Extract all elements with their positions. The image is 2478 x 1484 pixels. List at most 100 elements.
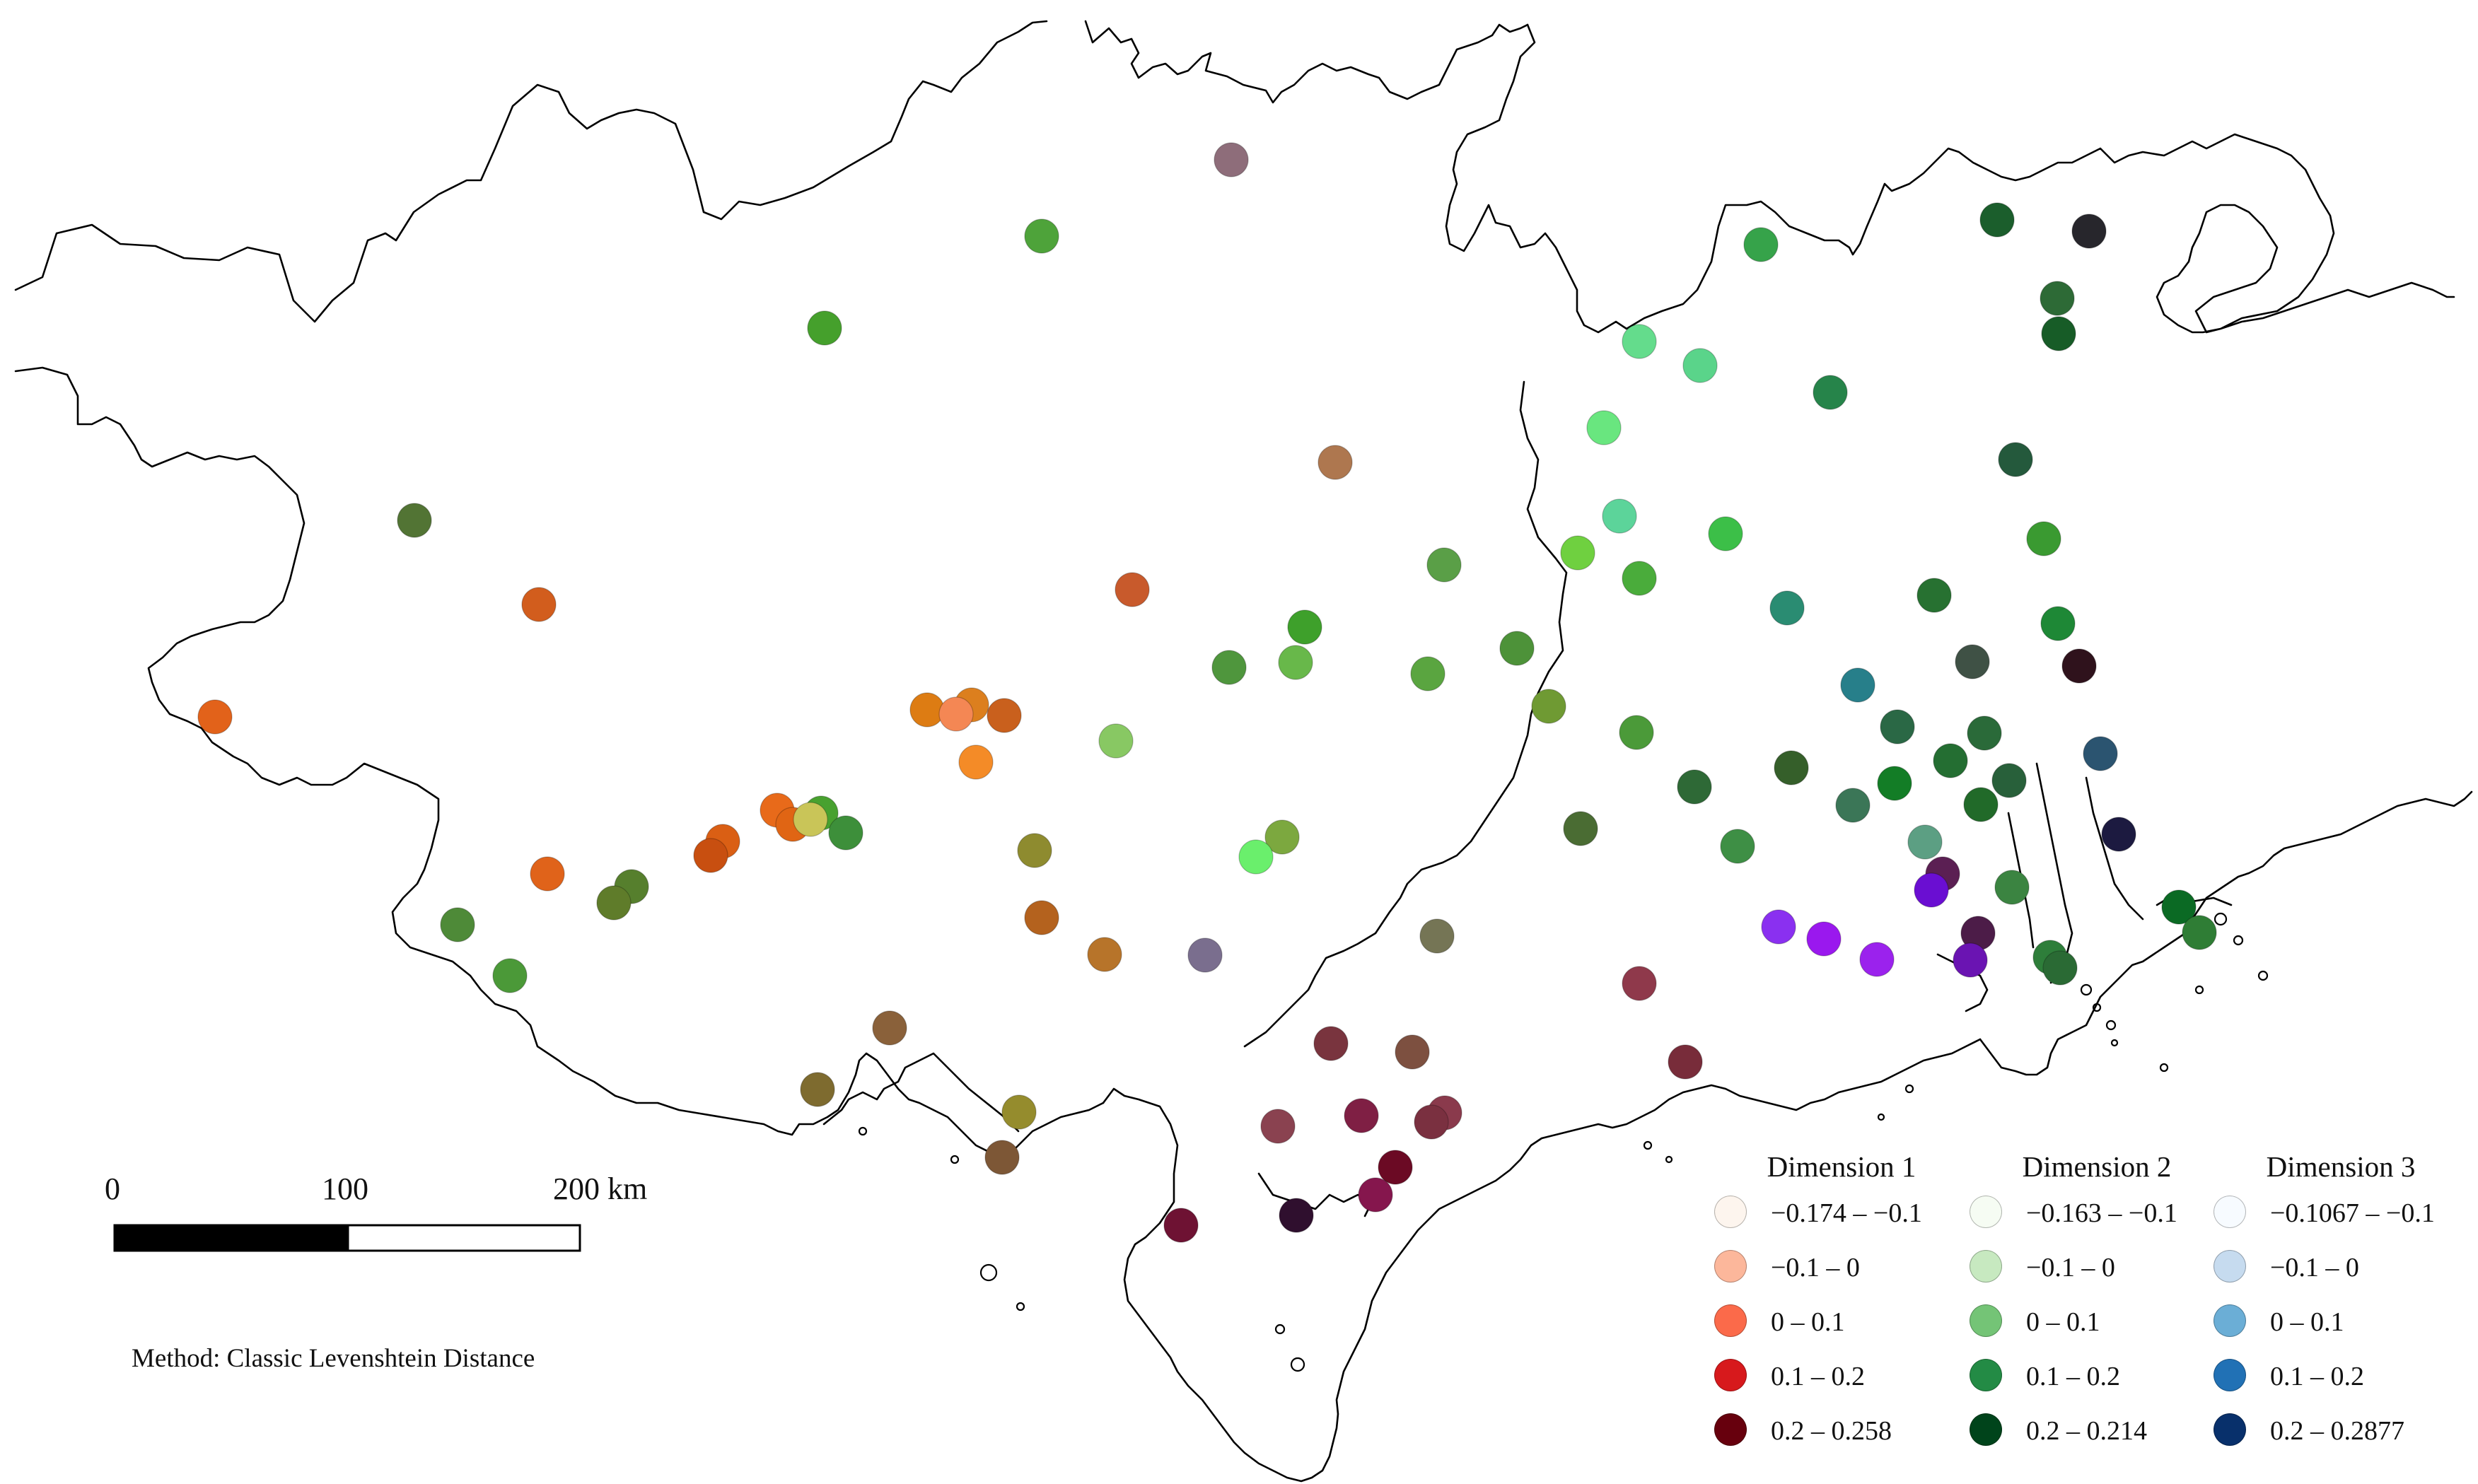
survey-site [1774,750,1809,785]
legend-entry: −0.1 – 0 [1714,1242,1969,1297]
legend-label: 0 – 0.1 [1771,1307,1845,1337]
survey-site [1211,650,1247,685]
survey-site [1264,819,1300,855]
survey-site [1963,787,1999,822]
legend-entry: −0.1 – 0 [1970,1242,2224,1297]
legend-label: −0.163 – −0.1 [2026,1198,2177,1228]
survey-site [2042,950,2078,986]
survey-site [1001,1094,1037,1130]
scale-tick-100: 100 [322,1172,368,1206]
survey-site [1410,656,1446,691]
survey-site [1499,631,1535,666]
survey-site [1395,1034,1430,1070]
legend-swatch [2214,1250,2246,1283]
legend-swatch [1970,1250,2002,1283]
survey-site [1720,829,1755,864]
legend-dimension-1: Dimension 1 −0.174 – −0.1 −0.1 – 0 0 – 0… [1714,1145,1969,1460]
survey-site [492,958,528,993]
survey-site [1087,937,1122,972]
legend-swatch [1714,1304,1747,1337]
survey-site [1531,689,1566,724]
survey-site [1933,743,1968,778]
survey-site [807,310,842,346]
survey-site [1098,723,1134,759]
legend-swatch [1970,1304,2002,1337]
survey-site [1743,227,1779,262]
survey-site [440,907,475,942]
legend-entry: 0 – 0.1 [2214,1297,2468,1351]
legend-entry: −0.174 – −0.1 [1714,1188,1969,1242]
scale-tick-0: 0 [105,1172,120,1206]
legend-swatch [2214,1304,2246,1337]
survey-site [1317,445,1353,480]
survey-site [909,692,945,728]
survey-site [1953,942,1988,978]
survey-site [987,698,1022,733]
survey-site-dots [197,142,2217,1243]
legend-label: 0.2 – 0.214 [2026,1416,2147,1446]
legend-entry: 0.1 – 0.2 [2214,1351,2468,1406]
survey-site [1761,909,1796,945]
survey-site [793,802,828,837]
legend-entry: 0.2 – 0.214 [1970,1406,2224,1460]
survey-site [1214,142,1249,177]
survey-site [1619,715,1654,750]
survey-site [800,1072,835,1107]
survey-site [1622,561,1657,596]
survey-site [1358,1177,1393,1213]
survey-site [1813,375,1848,410]
survey-site [1344,1098,1379,1133]
legend-label: 0.1 – 0.2 [1771,1362,1865,1391]
survey-site [2040,281,2075,316]
survey-site [1840,667,1875,703]
survey-site [530,856,565,892]
legend-entry: 0 – 0.1 [1970,1297,2224,1351]
survey-site [1187,937,1223,973]
survey-site [1602,498,1637,534]
legend-entry: −0.1 – 0 [2214,1242,2468,1297]
legend-label: −0.1067 – −0.1 [2270,1198,2435,1228]
survey-site [2026,521,2061,556]
survey-site [1967,715,2002,751]
survey-site [2182,915,2217,950]
survey-site [1682,348,1718,383]
survey-site [2083,736,2118,771]
survey-site [1017,833,1052,868]
survey-site [1287,609,1322,645]
legend-swatch [1714,1196,1747,1228]
survey-site [1998,442,2033,477]
legend-entry: 0.2 – 0.258 [1714,1406,1969,1460]
legend-label: 0 – 0.1 [2270,1307,2344,1337]
survey-site [1024,900,1059,935]
survey-site [521,587,557,622]
survey-site [984,1140,1020,1175]
scale-tick-200km: 200 km [553,1172,648,1206]
legend-dimension-3: Dimension 3 −0.1067 – −0.1 −0.1 – 0 0 – … [2214,1145,2468,1460]
survey-site [1622,966,1657,1001]
legend-swatch [1970,1413,2002,1446]
legend-entry: 0.1 – 0.2 [1970,1351,2224,1406]
survey-site [828,815,863,851]
legend-label: −0.1 – 0 [2270,1253,2359,1283]
province-boundary [14,20,2473,1483]
survey-site [1991,763,2027,798]
legend-title: Dimension 2 [2022,1150,2172,1183]
legend-label: −0.1 – 0 [2026,1253,2115,1283]
survey-site [958,744,994,780]
survey-site [1916,578,1952,613]
survey-site [1880,709,1915,744]
scale-bar-white-segment [347,1224,581,1252]
survey-site [2161,889,2197,925]
legend-entry: 0 – 0.1 [1714,1297,1969,1351]
scale-bar-black-segment [113,1224,349,1252]
legend-entry: −0.163 – −0.1 [1970,1188,2224,1242]
survey-site [1955,644,1990,679]
survey-site [1914,872,1949,908]
legend-swatch [2214,1413,2246,1446]
legend-label: 0 – 0.1 [2026,1307,2100,1337]
survey-site [2041,316,2076,351]
legend-swatch [1714,1250,1747,1283]
legend-entry: 0.2 – 0.2877 [2214,1406,2468,1460]
legend-label: 0.2 – 0.2877 [2270,1416,2404,1446]
